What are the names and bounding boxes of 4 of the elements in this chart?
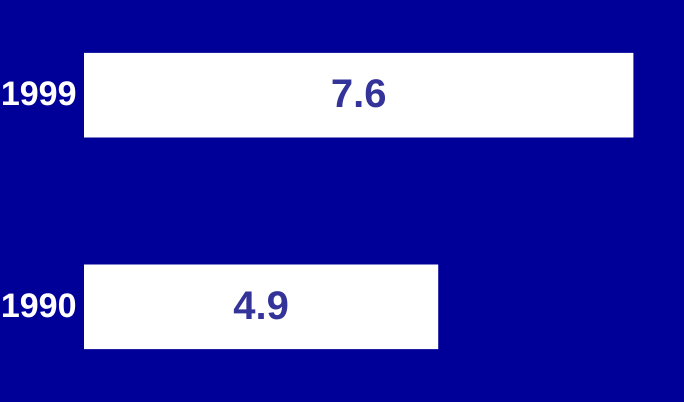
y-tick-label: 1990 <box>0 286 76 325</box>
data-label: 7.6 <box>330 72 387 116</box>
y-tick-label: 1999 <box>0 75 76 114</box>
data-label: 4.9 <box>233 284 289 328</box>
